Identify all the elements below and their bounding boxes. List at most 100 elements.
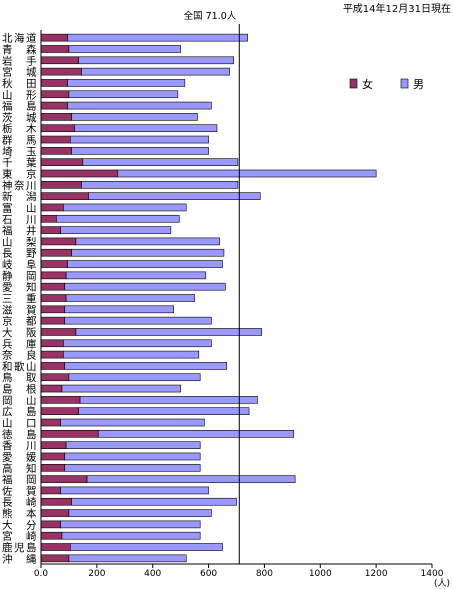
bar-female-45 [40, 543, 71, 551]
category-label-34: 山口 [2, 418, 37, 430]
category-label-31: 島根 [2, 383, 37, 396]
bar-female-26 [40, 328, 77, 336]
category-label-44: 宮崎 [2, 530, 37, 543]
bar-male-24 [64, 305, 174, 314]
category-label-24: 滋賀 [2, 303, 37, 316]
category-label-16: 石川 [2, 214, 37, 226]
bars-layer [40, 33, 377, 563]
x-tick-label-2: 400 [144, 569, 161, 579]
category-label-45: 鹿児島 [2, 541, 37, 554]
bar-female-19 [40, 248, 73, 257]
bar-female-15 [40, 203, 64, 212]
bar-female-2 [40, 56, 80, 65]
legend-swatch-male [400, 78, 409, 89]
reference-line-layer: 全国 71.0人 [184, 10, 240, 564]
x-tick-label-4: 800 [256, 569, 273, 579]
legend-swatch-female [349, 78, 358, 89]
bar-male-10 [71, 147, 209, 155]
category-label-10: 埼玉 [2, 145, 37, 158]
bar-male-32 [79, 396, 258, 404]
category-label-13: 神奈川 [2, 179, 37, 192]
category-label-28: 奈良 [2, 349, 37, 362]
bar-female-38 [40, 463, 66, 472]
category-label-3: 宮城 [2, 66, 37, 79]
category-label-6: 福島 [2, 100, 37, 113]
category-label-5: 山形 [2, 89, 37, 101]
bar-female-24 [40, 305, 66, 314]
bar-male-42 [68, 509, 212, 517]
bar-male-20 [67, 260, 223, 268]
bar-female-18 [40, 237, 77, 246]
category-label-46: 沖縄 [2, 552, 37, 565]
bar-male-3 [81, 67, 230, 76]
bar-female-31 [40, 384, 63, 393]
bar-male-6 [67, 101, 212, 110]
category-label-29: 和歌山 [2, 360, 37, 373]
category-label-41: 長崎 [2, 496, 37, 509]
bar-male-12 [117, 169, 377, 178]
bar-female-1 [40, 45, 70, 53]
bar-female-9 [40, 135, 71, 144]
bar-female-23 [40, 294, 67, 302]
category-label-4: 秋田 [2, 77, 37, 90]
category-label-23: 三重 [2, 292, 37, 305]
bar-male-8 [74, 124, 218, 133]
bar-male-44 [61, 531, 201, 540]
bar-female-16 [40, 214, 57, 223]
x-tick-label-1: 200 [88, 569, 105, 579]
bar-male-33 [78, 407, 250, 416]
category-label-25: 京都 [2, 315, 37, 328]
x-tick-label-3: 600 [200, 569, 217, 579]
x-tick-label-5: 1000 [309, 569, 332, 579]
bar-male-11 [82, 158, 239, 166]
bar-male-29 [64, 362, 228, 370]
bar-male-45 [70, 543, 223, 551]
category-label-7: 茨城 [2, 111, 37, 124]
bar-female-7 [40, 113, 73, 121]
bar-male-7 [71, 113, 198, 121]
bar-female-14 [40, 192, 89, 200]
bar-female-42 [40, 509, 70, 517]
reference-line-label: 全国 71.0人 [184, 10, 237, 22]
bar-male-2 [78, 56, 235, 65]
category-label-1: 青森 [2, 43, 37, 56]
bar-male-9 [70, 135, 209, 144]
bar-female-20 [40, 260, 68, 268]
category-label-0: 北海道 [2, 32, 37, 45]
category-label-20: 岐阜 [2, 258, 37, 271]
bar-male-16 [56, 214, 180, 223]
bar-female-39 [40, 475, 88, 483]
category-label-40: 佐賀 [2, 484, 37, 497]
x-tick-label-0: 0.0 [34, 569, 49, 579]
category-label-43: 大分 [2, 518, 37, 531]
bar-male-35 [97, 430, 295, 438]
bar-male-38 [64, 463, 201, 472]
bar-male-25 [64, 316, 212, 325]
bar-male-39 [86, 475, 296, 483]
bar-male-40 [60, 486, 209, 495]
legend-label-male: 男 [413, 78, 424, 91]
bar-female-6 [40, 101, 68, 110]
bar-male-31 [61, 384, 181, 393]
bar-male-23 [65, 294, 195, 302]
bar-female-46 [40, 554, 70, 563]
bar-male-17 [60, 226, 172, 234]
bar-female-13 [40, 180, 82, 189]
bar-male-0 [67, 33, 248, 42]
bar-female-29 [40, 362, 66, 370]
bar-male-19 [71, 248, 225, 257]
category-label-17: 福井 [2, 224, 37, 237]
bar-female-37 [40, 452, 66, 461]
bar-male-14 [88, 192, 261, 200]
bar-male-27 [63, 339, 212, 348]
bar-male-36 [65, 441, 201, 449]
category-label-2: 岩手 [2, 54, 37, 67]
legend-label-female: 女 [362, 77, 373, 91]
bar-male-15 [63, 203, 187, 212]
bar-male-30 [68, 373, 201, 382]
category-label-37: 愛媛 [2, 450, 37, 463]
bar-male-1 [68, 45, 181, 53]
category-label-21: 静岡 [2, 269, 37, 282]
bar-male-43 [60, 520, 201, 529]
bar-female-36 [40, 441, 67, 449]
